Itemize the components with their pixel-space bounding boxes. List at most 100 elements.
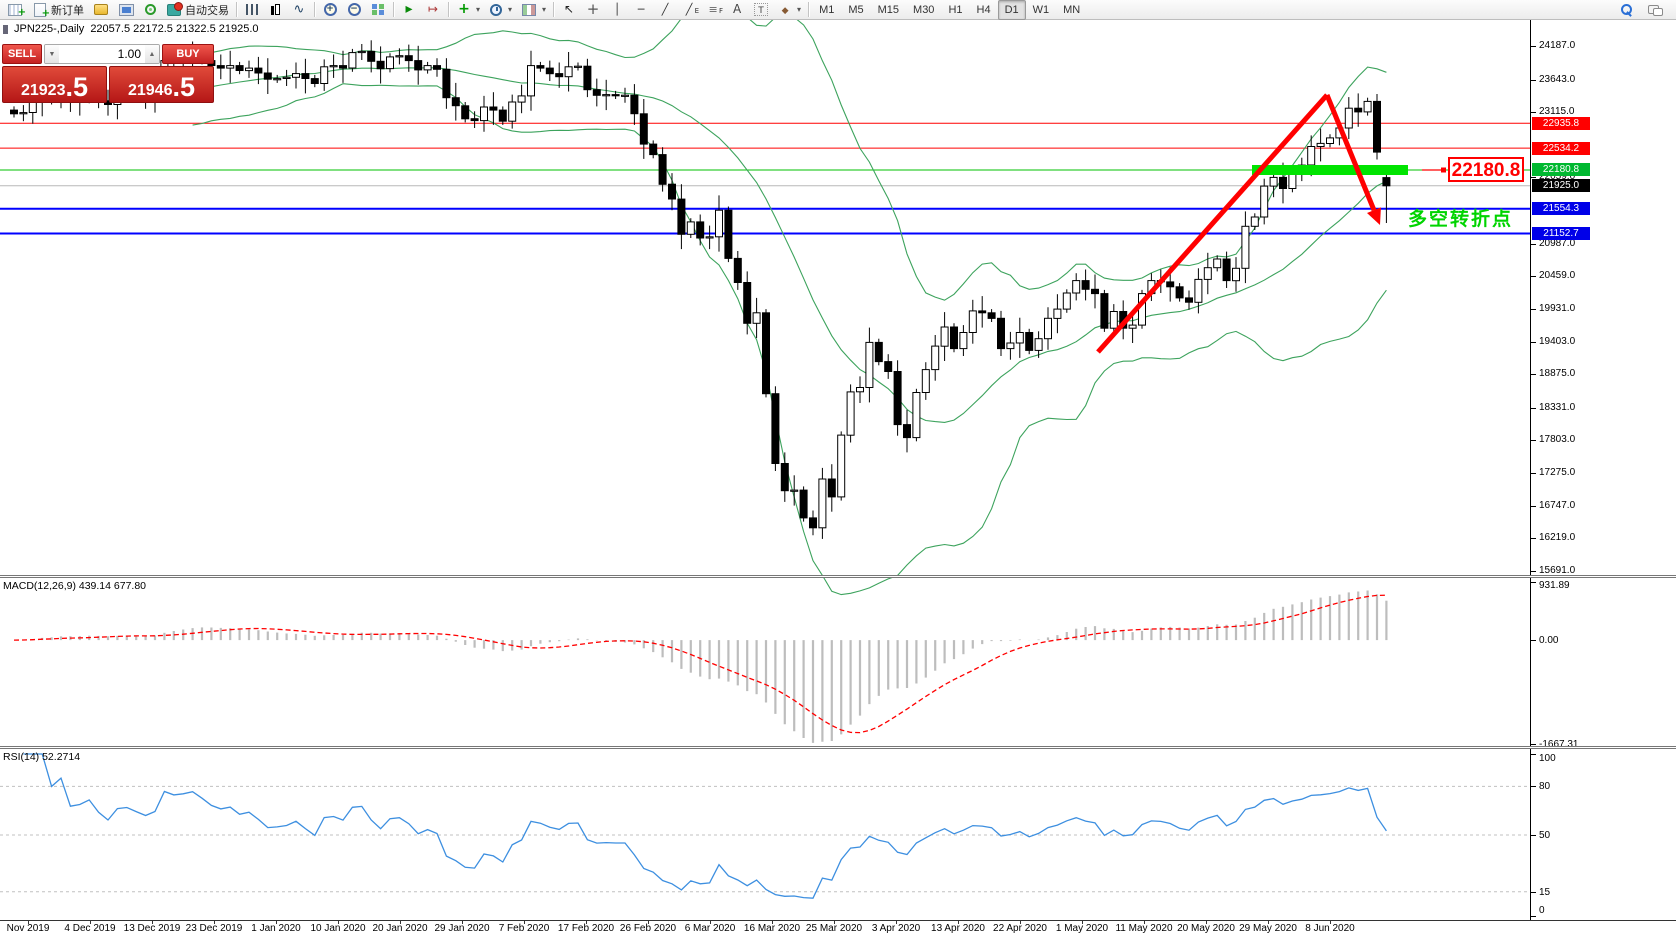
chart-ohlc-values: 22057.5 22172.5 21322.5 21925.0 (90, 23, 259, 35)
macd-axis-label: -1667.31 (1539, 739, 1579, 750)
periods-dropdown-icon[interactable]: ▾ (508, 5, 513, 14)
timeframe-h4-button[interactable]: H4 (976, 3, 991, 16)
zoom-in-icon (322, 2, 338, 17)
profiles-button[interactable] (88, 0, 114, 20)
fibonacci-button[interactable] (701, 0, 725, 20)
timeframe-mn-button[interactable]: MN (1063, 3, 1081, 16)
timeframe-m5-button[interactable]: M5 (848, 3, 864, 16)
community-chat-button[interactable] (1643, 0, 1668, 20)
crosshair-button[interactable] (581, 0, 605, 20)
timeframe-m1-button[interactable]: M1 (819, 3, 835, 16)
cursor-icon (561, 2, 577, 17)
templates-dropdown-icon[interactable]: ▾ (542, 5, 547, 14)
turning-point-note[interactable]: 多空转折点 (1408, 208, 1514, 230)
one-click-trading-panel: SELL ▼ ▲ BUY 21923.5 21946.5 (2, 44, 214, 103)
indicators-button[interactable]: ▾ (452, 0, 484, 20)
sell-button[interactable]: SELL (2, 44, 42, 64)
new-order-button[interactable]: 新订单 (28, 0, 88, 21)
autotrading-button[interactable]: 自动交易 (162, 0, 233, 20)
text-icon (729, 2, 745, 17)
search-button[interactable] (1616, 0, 1637, 20)
buy-price-display[interactable]: 21946.5 (109, 66, 214, 103)
candlestick-chart-button[interactable] (264, 0, 287, 20)
panel-splitter-rsi[interactable] (0, 746, 1676, 749)
x-axis-label: 13 Dec 2019 (123, 923, 181, 934)
signals-button[interactable] (139, 0, 162, 20)
sell-price-display[interactable]: 21923.5 (2, 66, 107, 103)
vertical-line-button[interactable] (605, 0, 629, 20)
line-chart-button[interactable] (287, 0, 311, 20)
timeframe-d1-button[interactable]: D1 (997, 0, 1026, 20)
bollinger-bands (192, 20, 1387, 596)
trend-arrows[interactable] (1096, 93, 1381, 354)
y-axis-label: 18875.0 (1539, 368, 1576, 379)
x-axis-label: 1 May 2020 (1055, 923, 1109, 934)
y-axis-label: 22059.0 (1539, 171, 1576, 182)
rsi-axis-label: 15 (1539, 887, 1551, 898)
macd-axis-tickmark (1531, 582, 1536, 583)
zoom-out-button[interactable] (342, 0, 366, 20)
horizontal-line-button[interactable] (629, 0, 653, 20)
toolbar-separator (236, 2, 237, 17)
equidistant-channel-icon (681, 2, 699, 19)
buy-button[interactable]: BUY (162, 44, 214, 64)
price-level-badge: 21925.0 (1532, 179, 1590, 192)
timeframe-m15-button[interactable]: M15 (877, 3, 900, 16)
x-axis-tickmark (1082, 920, 1083, 924)
new-chart-button[interactable] (2, 0, 28, 20)
resistance-zone-bar[interactable] (1252, 165, 1408, 175)
y-axis-label: 20459.0 (1539, 270, 1576, 281)
auto-scroll-button[interactable] (397, 0, 421, 20)
volume-up-button[interactable]: ▲ (145, 45, 159, 63)
indicators-dropdown-icon[interactable]: ▾ (476, 5, 481, 14)
bar-chart-icon (246, 4, 258, 15)
indicators-icon (456, 2, 472, 17)
chart-shift-button[interactable] (421, 0, 445, 20)
price-chart-canvas (0, 20, 1530, 899)
x-axis-tickmark (586, 920, 587, 924)
bar-chart-button[interactable] (240, 0, 264, 20)
x-axis-label: 4 Dec 2019 (64, 923, 116, 934)
macd-axis-tickmark (1531, 744, 1536, 745)
periods-button[interactable]: ▾ (484, 0, 516, 20)
toolbar-separator (553, 2, 555, 17)
x-axis-tickmark (152, 920, 153, 924)
timeframe-w1-button[interactable]: W1 (1032, 3, 1050, 16)
arrows-button[interactable]: ▾ (773, 0, 805, 20)
tile-windows-button[interactable] (366, 0, 390, 20)
rsi-axis-tickmark (1531, 786, 1536, 787)
x-axis-label: 1 Jan 2020 (251, 923, 301, 934)
timeframe-h1-button[interactable]: H1 (948, 3, 963, 16)
price-callout-22180[interactable]: 22180.8 (1448, 157, 1524, 182)
text-button[interactable] (725, 0, 749, 20)
equidistant-channel-button[interactable] (677, 0, 701, 20)
panel-splitter-macd[interactable] (0, 575, 1676, 578)
text-label-button[interactable] (749, 0, 773, 20)
rsi-axis-tickmark (1531, 835, 1536, 836)
bollinger-lower-line (192, 83, 1387, 596)
x-axis-label: 20 Jan 2020 (372, 923, 428, 934)
macd-label: MACD(12,26,9) 439.14 677.80 (3, 580, 147, 592)
periods-icon (490, 3, 503, 16)
volume-down-button[interactable]: ▼ (45, 45, 59, 63)
timeframe-m30-button[interactable]: M30 (913, 3, 935, 16)
y-axis-tickmark (1531, 276, 1536, 277)
zoom-in-button[interactable] (318, 0, 342, 20)
rsi-line (23, 753, 1387, 899)
y-axis-tickmark (1531, 374, 1536, 375)
price-level-badge: 22180.8 (1532, 163, 1590, 176)
rsi-axis-tickmark (1531, 754, 1536, 755)
templates-button[interactable]: ▾ (516, 0, 550, 20)
trendline-button[interactable] (653, 0, 677, 20)
arrows-dropdown-icon[interactable]: ▾ (797, 5, 802, 14)
line-chart-icon (291, 2, 307, 17)
horizontal-level-lines[interactable] (0, 122, 1530, 235)
data-window-button[interactable] (114, 0, 139, 20)
x-axis-tickmark (1268, 920, 1269, 924)
toolbar-separator (314, 2, 315, 17)
chart-title-row: JPN225-,Daily 22057.5 22172.5 21322.5 21… (3, 23, 259, 35)
macd-axis-tickmark (1531, 640, 1536, 641)
price-level-badge: 22935.8 (1532, 117, 1590, 130)
volume-input[interactable] (59, 45, 145, 63)
cursor-button[interactable] (557, 0, 581, 20)
